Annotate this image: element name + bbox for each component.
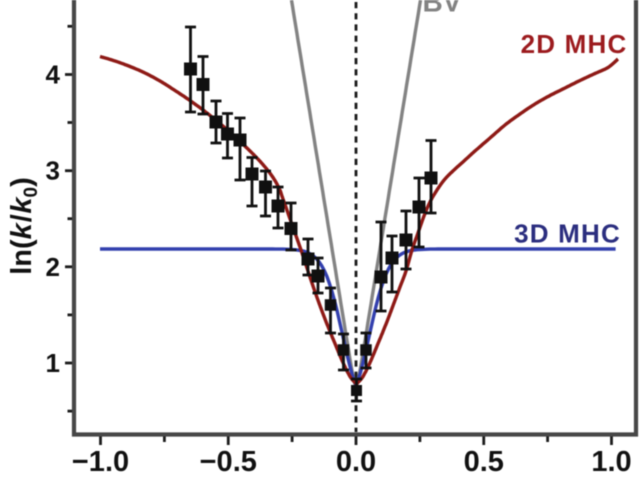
svg-text:2: 2: [46, 252, 60, 282]
svg-text:BV: BV: [423, 0, 462, 18]
svg-text:−0.5: −0.5: [200, 446, 257, 478]
svg-text:1: 1: [46, 348, 60, 378]
svg-text:−1.0: −1.0: [72, 446, 129, 478]
svg-text:3D MHC: 3D MHC: [514, 219, 621, 249]
svg-text:4: 4: [46, 60, 61, 90]
svg-text:3: 3: [46, 156, 60, 186]
svg-text:0.5: 0.5: [464, 446, 504, 478]
svg-text:1.0: 1.0: [591, 446, 631, 478]
svg-text:0.0: 0.0: [336, 446, 376, 478]
svg-text:2D MHC: 2D MHC: [521, 29, 628, 59]
